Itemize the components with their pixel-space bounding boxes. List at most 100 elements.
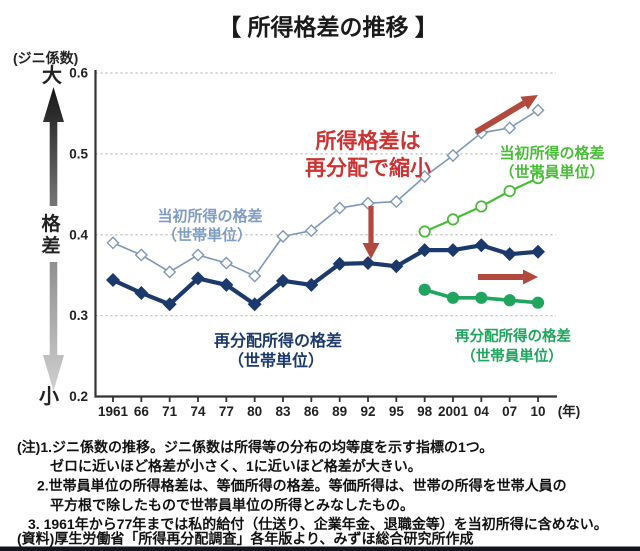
x-tick-label: 04 (474, 404, 490, 419)
label-initial-household-line2: （世帯単位） (162, 226, 252, 244)
x-tick-label: 95 (389, 404, 405, 419)
x-tick-label: 83 (275, 404, 291, 419)
data-point (446, 291, 460, 304)
x-tick-label: 89 (332, 404, 347, 419)
label-redist-household-line1: 再分配所得の格差 (214, 331, 342, 350)
label-initial-member-line1: 当初所得の格差 (499, 144, 604, 162)
label-redist-household-line2: （世帯単位） (228, 351, 324, 370)
data-point (531, 172, 545, 185)
data-point (389, 195, 403, 209)
note-line: 2.世帯員単位の所得格差は、等価所得の格差。等価所得は、世帯の所得を世帯人員の (37, 478, 567, 494)
note-line: (資料)厚生労働省「所得再分配調査」各年版より、みずほ総合研究所作成 (17, 531, 473, 547)
note-line: ゼロに近いほど格差が小さく、1に近いほど格差が大きい。 (50, 458, 422, 474)
data-point (219, 277, 234, 292)
data-point (106, 273, 120, 288)
x-tick-label: 74 (190, 404, 206, 419)
y-tick-label: 0.2 (69, 389, 88, 404)
y-tick-label: 0.6 (69, 66, 88, 81)
label-redist-member-line1: 再分配所得の格差 (455, 327, 571, 345)
data-point (446, 213, 460, 226)
data-point (361, 256, 375, 271)
y-axis-high-label: 大 (42, 64, 62, 87)
data-point (531, 103, 545, 117)
redistribution-down-arrow-icon (362, 206, 380, 259)
data-point (134, 248, 148, 262)
axis-lines (94, 70, 557, 398)
data-point (162, 297, 177, 312)
axis-word-char: 差 (41, 234, 60, 257)
data-point (418, 283, 431, 296)
data-point (304, 277, 319, 292)
annotation-line1: 所得格差は (316, 129, 421, 153)
x-tick-label: 98 (417, 404, 433, 419)
data-point (418, 225, 431, 238)
y-tick-label: 0.3 (69, 308, 88, 323)
page-title: 【 所得格差の推移 】 (218, 14, 438, 40)
series-line-2 (112, 243, 539, 307)
axis-word-gap: 格差 (41, 212, 61, 257)
label-initial-member-line2: （世帯員単位） (499, 163, 604, 181)
flat-trend-arrow-icon (478, 269, 538, 285)
x-tick-label: 71 (162, 404, 178, 419)
data-point (106, 236, 120, 250)
data-point (503, 294, 516, 307)
data-point (332, 256, 347, 271)
data-point (475, 200, 488, 213)
x-tick-label: 86 (304, 404, 320, 419)
x-axis-unit-label: (年) (558, 403, 581, 419)
label-initial-household-line1: 当初所得の格差 (157, 207, 262, 225)
note-line: 平方根で除したもので世帯員単位の所得とみなしたもの。 (50, 497, 414, 513)
annotation-line2: 再分配で縮小 (305, 156, 431, 180)
data-point (219, 256, 233, 270)
axis-word-char: 格 (41, 212, 61, 235)
data-point (475, 291, 488, 304)
y-axis-unit-label: (ジニ係数) (13, 50, 78, 66)
data-point (191, 248, 205, 262)
x-tick-label: 80 (247, 404, 262, 419)
y-tick-label: 0.5 (69, 146, 88, 161)
x-tick-label: 10 (530, 404, 545, 419)
x-ticks (112, 396, 539, 402)
series-layer (106, 103, 545, 312)
x-tick-labels: 1961 66 71 74 77 80 83 86 89 92 95 98 2001 04 07 10 (98, 404, 546, 419)
y-tick-label: 0.4 (69, 227, 88, 242)
data-point (417, 243, 432, 258)
x-tick-label: 77 (219, 404, 234, 419)
data-point (446, 148, 460, 163)
data-point (502, 247, 517, 262)
data-point (503, 184, 516, 198)
data-point (333, 201, 347, 215)
data-point (191, 271, 205, 286)
x-tick-label: 07 (502, 404, 517, 419)
data-point (418, 169, 432, 184)
data-point (531, 244, 545, 259)
x-tick-label: 66 (134, 404, 150, 419)
data-point (134, 285, 149, 300)
data-point (389, 259, 404, 274)
data-point (531, 296, 545, 309)
data-point (276, 229, 290, 243)
note-line: (注)1.ジニ係数の推移。ジニ係数は所得等の分布の均等度を示す指標の1つ。 (17, 439, 493, 455)
grid-layer (95, 72, 556, 317)
note-line: 3. 1961年から77年までは私的給付（仕送り、企業年金、退職金等）を当初所得… (28, 516, 608, 532)
inequality-down-arrow-icon (43, 262, 64, 391)
x-tick-label: 2001 (438, 404, 469, 419)
data-point (276, 273, 290, 288)
footnotes: (注)1.ジニ係数の推移。ジニ係数は所得等の分布の均等度を示す指標の1つ。 ゼロ… (17, 439, 608, 547)
data-point (248, 269, 262, 283)
data-point (474, 238, 489, 253)
data-point (503, 121, 517, 135)
bottom-bar (0, 546, 640, 551)
x-tick-label: 1961 (98, 404, 129, 419)
y-tick-labels: 0.6 0.5 0.4 0.3 0.2 (69, 66, 88, 405)
series-line-0 (112, 109, 539, 277)
inequality-up-arrow-icon (43, 87, 64, 206)
rising-trend-arrow-icon (474, 95, 538, 135)
data-point (247, 297, 262, 312)
y-axis-low-label: 小 (39, 385, 59, 408)
data-point (446, 243, 460, 258)
label-redist-member-line2: （世帯員単位） (461, 347, 563, 365)
x-tick-label: 92 (360, 404, 375, 419)
